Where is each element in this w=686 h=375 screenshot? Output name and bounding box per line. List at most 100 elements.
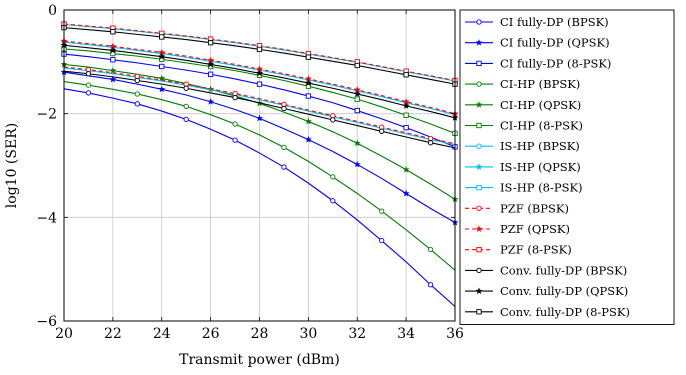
legend-marker	[476, 247, 482, 253]
legend-label: CI-HP (QPSK)	[500, 98, 581, 112]
series-point	[427, 246, 434, 253]
legend-label: PZF (BPSK)	[500, 201, 569, 215]
series-12	[61, 21, 458, 84]
legend-item: CI-HP (BPSK)	[465, 77, 580, 91]
series-point	[85, 90, 92, 96]
legend-item: CI fully-DP (8-PSK)	[465, 56, 611, 70]
series-point	[85, 71, 92, 77]
legend-item: Conv. fully-DP (8-PSK)	[465, 305, 630, 319]
series-point	[305, 54, 312, 60]
series-point	[207, 97, 215, 105]
series-point	[353, 139, 361, 147]
series-point	[159, 34, 165, 40]
series-point	[85, 82, 92, 88]
legend-item: CI fully-DP (BPSK)	[465, 15, 609, 29]
series-point	[304, 117, 312, 125]
x-tick-label: 28	[251, 326, 269, 342]
legend-marker	[476, 184, 482, 191]
series-point	[207, 60, 215, 68]
legend-label: CI-HP (BPSK)	[500, 77, 580, 91]
y-axis-label: log10 (SER)	[4, 123, 20, 208]
series-point	[183, 85, 189, 91]
legend-item: CI fully-DP (QPSK)	[465, 36, 610, 50]
legend-label: CI fully-DP (QPSK)	[500, 36, 610, 50]
series-point	[304, 135, 312, 143]
legend-label: CI fully-DP (BPSK)	[500, 15, 609, 29]
series-line	[63, 70, 456, 149]
legend-marker	[475, 225, 483, 233]
series-point	[330, 174, 336, 180]
legend-label: CI fully-DP (8-PSK)	[500, 56, 611, 70]
series-point	[305, 93, 312, 99]
y-tick-label: 0	[48, 3, 57, 19]
legend-marker	[476, 309, 482, 315]
series-point	[379, 238, 385, 244]
series-line	[63, 66, 456, 145]
series-point	[109, 46, 117, 54]
legend: CI fully-DP (BPSK) CI fully-DP (QPSK) CI f…	[459, 9, 675, 325]
series-point	[403, 72, 409, 78]
series-point	[109, 75, 117, 83]
series-line	[63, 67, 456, 146]
series-point	[304, 79, 312, 87]
legend-item: CI-HP (QPSK)	[465, 98, 581, 112]
legend-label: Conv. fully-DP (BPSK)	[500, 263, 627, 277]
legend-box	[459, 9, 675, 325]
series-point	[427, 140, 434, 146]
legend-item: PZF (8-PSK)	[465, 243, 572, 257]
series-point	[354, 107, 360, 114]
series-point	[183, 116, 189, 123]
series-layer	[60, 21, 459, 307]
series-point	[232, 94, 238, 101]
series-15	[61, 24, 458, 87]
x-tick-label: 30	[299, 326, 317, 342]
series-point	[402, 102, 410, 109]
series-point	[281, 105, 287, 112]
legend-label: IS-HP (8-PSK)	[500, 181, 583, 195]
legend-label: Conv. fully-DP (8-PSK)	[500, 305, 630, 319]
series-point	[354, 96, 360, 102]
series-point	[427, 282, 434, 288]
series-point	[354, 62, 360, 69]
legend-marker	[476, 267, 482, 274]
series-point	[402, 165, 410, 173]
legend-label: PZF (8-PSK)	[500, 243, 572, 257]
legend-marker	[476, 205, 482, 211]
series-4	[63, 80, 456, 271]
legend-item: PZF (QPSK)	[465, 222, 570, 236]
y-tick-label: −4	[36, 210, 57, 226]
x-tick-label: 20	[55, 326, 73, 342]
x-tick-label: 32	[348, 326, 366, 342]
ticks: 20 22 24 26 28 30 32 34 36 0 −2 −4 −6	[36, 3, 464, 342]
series-13	[63, 70, 456, 149]
series-point	[255, 69, 264, 77]
series-point	[110, 57, 116, 63]
series-point	[159, 63, 165, 70]
series-point	[183, 103, 189, 110]
series-point	[232, 137, 238, 143]
series-point	[379, 128, 385, 134]
series-point	[255, 114, 264, 122]
legend-item: PZF (BPSK)	[465, 201, 569, 215]
series-point	[110, 29, 116, 35]
legend-label: Conv. fully-DP (QPSK)	[500, 284, 628, 298]
series-1	[63, 88, 456, 307]
legend-item: IS-HP (8-PSK)	[465, 181, 583, 195]
legend-marker	[475, 100, 483, 108]
series-point	[256, 46, 263, 53]
series-point	[134, 101, 140, 107]
legend-marker	[475, 287, 483, 295]
series-point	[330, 198, 336, 204]
legend-item: IS-HP (BPSK)	[465, 139, 580, 153]
series-point	[281, 144, 287, 151]
series-line	[63, 80, 456, 271]
series-point	[403, 112, 409, 118]
legend-marker	[476, 19, 482, 25]
x-tick-label: 26	[202, 326, 220, 342]
series-point	[353, 160, 361, 168]
x-tick-label: 24	[153, 326, 171, 342]
series-point	[134, 77, 140, 84]
series-point	[256, 81, 263, 87]
legend-label: CI-HP (8-PSK)	[500, 119, 583, 133]
